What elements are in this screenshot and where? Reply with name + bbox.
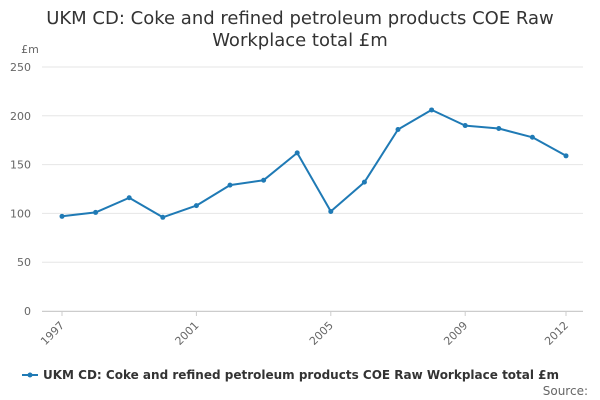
data-point-2010[interactable] [496, 125, 502, 131]
y-axis-tick-labels: 0 50 100 150 200 250 [10, 61, 31, 318]
data-point-2000[interactable] [160, 214, 166, 220]
legend-marker [27, 372, 33, 378]
y-tick-label-100: 100 [10, 207, 31, 220]
data-point-1998[interactable] [93, 209, 99, 215]
data-point-2002[interactable] [227, 182, 233, 188]
data-point-2005[interactable] [328, 208, 334, 214]
x-tick-label-2009: 2009 [441, 319, 470, 348]
series-layer [59, 107, 569, 220]
y-tick-label-0: 0 [24, 305, 31, 318]
data-point-2006[interactable] [361, 179, 367, 185]
data-point-2012[interactable] [563, 153, 569, 159]
x-tick-label-1997: 1997 [38, 319, 67, 348]
data-point-1999[interactable] [126, 195, 132, 201]
data-point-2008[interactable] [429, 107, 435, 113]
data-point-2007[interactable] [395, 126, 401, 132]
data-point-2004[interactable] [294, 150, 300, 156]
y-tick-label-250: 250 [10, 61, 31, 74]
x-tick-label-2005: 2005 [307, 319, 336, 348]
data-point-2009[interactable] [462, 123, 468, 129]
x-tick-label-2012: 2012 [542, 319, 571, 348]
data-point-2011[interactable] [529, 134, 535, 140]
data-point-1997[interactable] [59, 213, 65, 219]
legend-item-label[interactable]: UKM CD: Coke and refined petroleum produ… [43, 368, 559, 382]
source-label: Source: [543, 384, 588, 398]
y-tick-label-200: 200 [10, 110, 31, 123]
grid-lines [42, 66, 583, 312]
y-axis-unit-label: £m [21, 43, 39, 56]
legend[interactable]: UKM CD: Coke and refined petroleum produ… [22, 368, 559, 382]
data-point-2003[interactable] [261, 177, 267, 183]
x-tick-label-2001: 2001 [173, 319, 202, 348]
x-axis: 1997 2001 2005 2009 2012 [38, 311, 583, 348]
y-tick-label-150: 150 [10, 159, 31, 172]
y-tick-label-50: 50 [17, 256, 31, 269]
series-line-0 [61, 108, 567, 219]
chart-title: UKM CD: Coke and refined petroleum produ… [46, 8, 554, 51]
data-point-2001[interactable] [193, 203, 199, 209]
